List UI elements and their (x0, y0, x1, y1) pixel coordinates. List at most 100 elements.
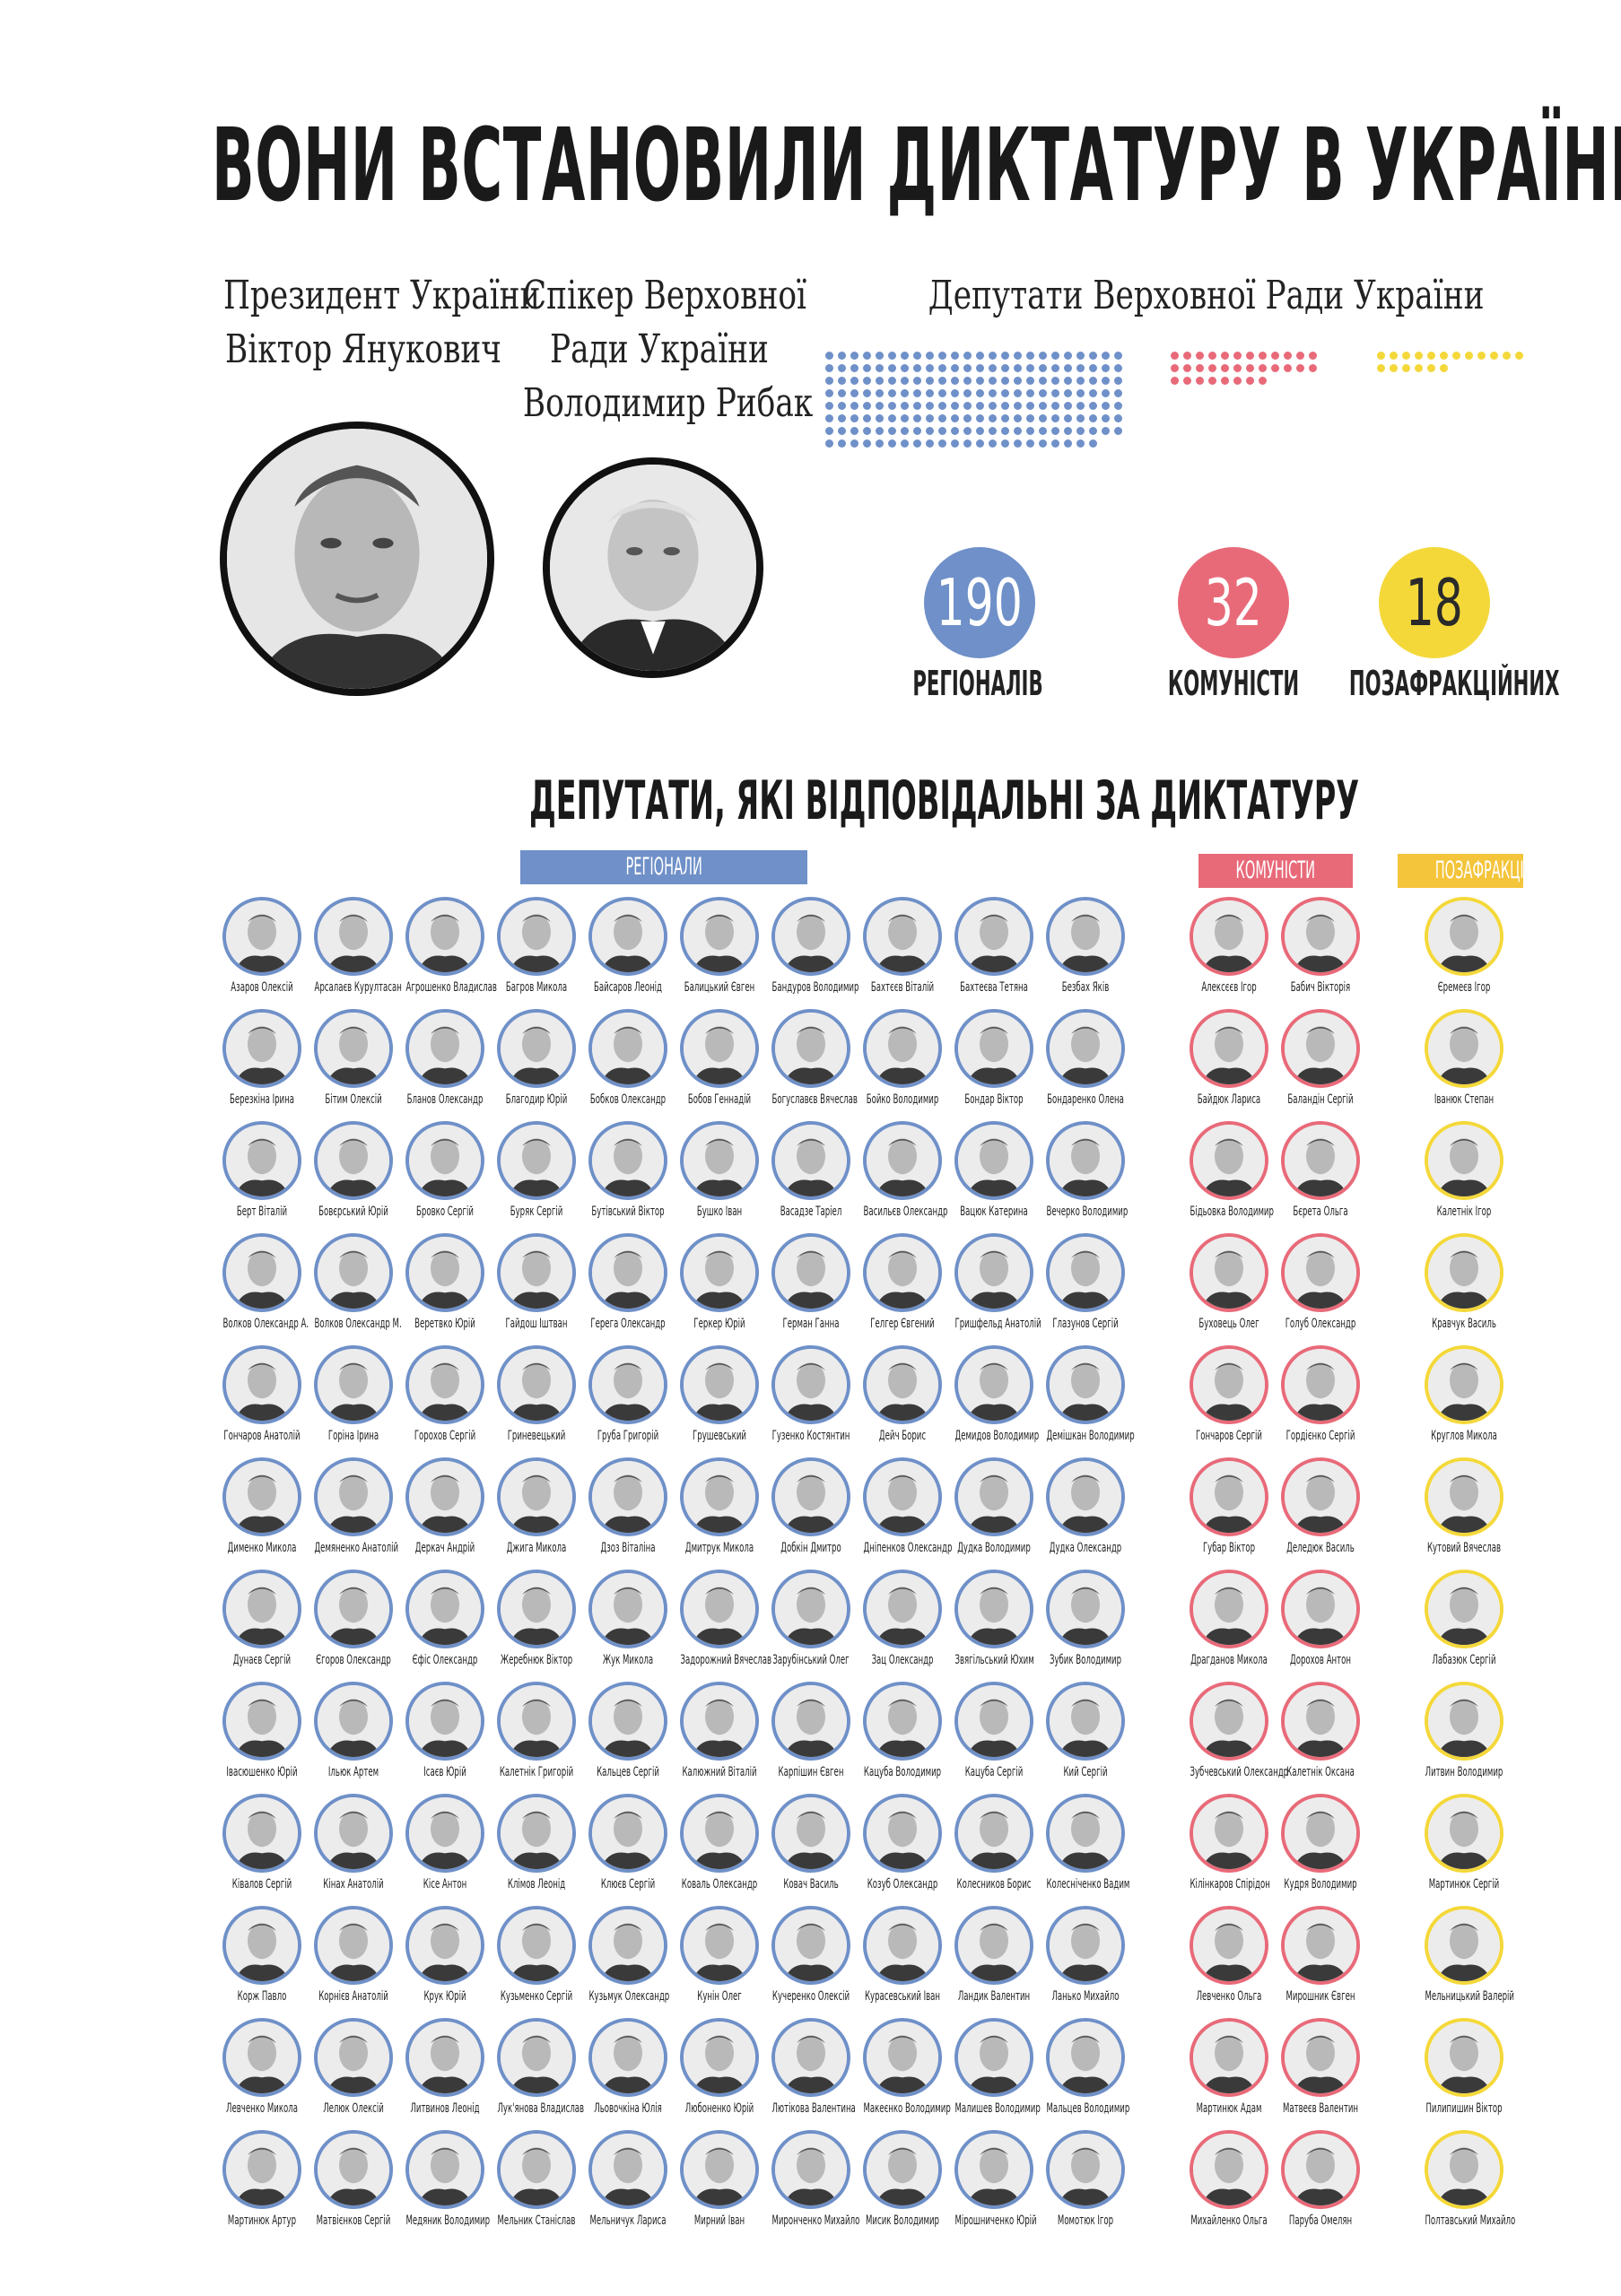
deputy-name: Дорохов Антон (1290, 1653, 1351, 1667)
deputy-dot (951, 427, 959, 435)
deputy-dot (876, 414, 884, 422)
deputy-card: Любоненко Юрій (675, 2018, 764, 2131)
deputy-name: Благодир Юрій (505, 1092, 568, 1107)
deputy-dot (976, 364, 984, 372)
deputy-card: Мельник Станіслав (492, 2130, 581, 2243)
deputy-photo (588, 1121, 667, 1200)
deputy-dot (1051, 427, 1059, 435)
deputy-card: Пилипишин Віктор (1419, 2018, 1509, 2131)
deputy-dot (838, 389, 846, 397)
deputy-photo (771, 1570, 850, 1648)
deputy-photo (1425, 897, 1503, 976)
deputy-card: Ільюк Артем (309, 1682, 398, 1795)
deputy-name: Кілінкаров Спірідон (1190, 1877, 1270, 1892)
deputy-card: Круглов Микола (1419, 1345, 1509, 1458)
deputy-dot (1377, 352, 1385, 360)
deputy-dot (913, 377, 921, 385)
deputy-card: Джига Микола (492, 1457, 581, 1570)
deputy-dot (1076, 427, 1085, 435)
deputy-dot (1440, 352, 1448, 360)
deputy-photo (771, 2018, 850, 2097)
deputy-dot (1427, 364, 1435, 372)
deputy-dot (901, 414, 909, 422)
deputy-photo (222, 1457, 301, 1536)
deputy-dot (1259, 377, 1267, 385)
deputy-photo (314, 2130, 393, 2209)
deputy-name: Зац Олександр (871, 1653, 934, 1667)
deputy-dot (1039, 389, 1047, 397)
deputy-card: Лелюк Олексій (309, 2018, 398, 2131)
deputy-card: Мисик Володимир (858, 2130, 947, 2243)
deputy-name: Дзоз Віталіна (600, 1541, 656, 1555)
deputy-card: Бєрета Ольга (1276, 1121, 1365, 1234)
deputy-card: Звягільський Юхим (949, 1570, 1039, 1683)
deputy-photo (497, 1906, 576, 1985)
deputy-dot (951, 439, 959, 448)
ribbon-nonfaction: ПОЗАФРАКЦІЙНІ (1398, 854, 1547, 888)
deputy-dot (850, 439, 858, 448)
deputy-dot (1026, 439, 1034, 448)
deputy-dot (1296, 364, 1304, 372)
deputy-photo (588, 1009, 667, 1088)
deputy-dot (1114, 402, 1122, 410)
ribbon-communists-label: КОМУНІСТИ (1235, 857, 1316, 884)
deputy-photo (588, 1794, 667, 1873)
deputy-card: Льовочкіна Юлія (583, 2018, 673, 2131)
deputy-photo (1046, 1009, 1125, 1088)
deputy-name: Бахтеєва Тетяна (960, 980, 1028, 995)
deputy-card: Агрошенко Владислав (400, 897, 497, 1010)
deputy-dot (1064, 364, 1072, 372)
deputy-card: Корнієв Анатолій (309, 1906, 398, 2019)
deputy-dot (1233, 364, 1242, 372)
deputy-dot (1051, 439, 1059, 448)
deputy-dot (825, 427, 833, 435)
deputy-dot (963, 427, 972, 435)
deputy-card: Грушевський (675, 1345, 764, 1458)
deputy-name: Єфіс Олександр (412, 1653, 478, 1667)
deputy-dot (1114, 352, 1122, 360)
deputy-dot (1039, 377, 1047, 385)
deputy-card: Кінах Анатолій (309, 1794, 398, 1907)
deputy-photo (222, 897, 301, 976)
deputy-dot (838, 427, 846, 435)
deputy-card: Бітим Олексій (309, 1009, 398, 1122)
deputy-name: Дніпенков Олександр (863, 1541, 953, 1555)
deputy-dot (876, 439, 884, 448)
speaker-photo (543, 457, 763, 678)
deputy-dot (876, 402, 884, 410)
deputy-dot (1415, 352, 1423, 360)
deputy-dot (926, 414, 934, 422)
deputy-photo (588, 1345, 667, 1424)
deputy-name: Литвинов Леонід (410, 2101, 480, 2116)
deputy-photo (405, 1233, 484, 1312)
nonfaction-count-circle: 18 (1379, 547, 1490, 658)
deputy-name: Грушевський (693, 1429, 746, 1443)
deputy-card: Зац Олександр (858, 1570, 947, 1683)
deputy-name: Кудря Володимир (1284, 1877, 1357, 1892)
deputy-dot (1114, 427, 1122, 435)
deputy-photo (1425, 1345, 1503, 1424)
deputy-card: Бахтеєва Тетяна (949, 897, 1039, 1010)
deputy-dot (1026, 352, 1034, 360)
deputy-dot (850, 414, 858, 422)
deputy-name: Мирошник Євген (1285, 1989, 1355, 2004)
deputy-dot (1171, 352, 1179, 360)
deputy-name: Ільюк Артем (327, 1765, 379, 1779)
deputy-photo (954, 1570, 1033, 1648)
deputy-name: Азаров Олексій (231, 980, 293, 995)
deputy-dot (1076, 389, 1085, 397)
deputy-dot (1076, 402, 1085, 410)
deputy-name: Гайдош Іштван (505, 1317, 568, 1331)
deputy-name: Іванюк Степан (1434, 1092, 1495, 1107)
deputy-photo (222, 1121, 301, 1200)
deputy-dot (1064, 377, 1072, 385)
deputy-card: Калюжний Віталій (675, 1682, 764, 1795)
deputy-dot (1246, 364, 1254, 372)
deputy-dot (1102, 352, 1110, 360)
deputy-card: Горіна Ірина (309, 1345, 398, 1458)
deputy-photo (680, 1906, 759, 1985)
deputy-dot (976, 402, 984, 410)
deputy-dot (913, 414, 921, 422)
deputy-dot (989, 364, 997, 372)
deputy-photo (954, 1457, 1033, 1536)
